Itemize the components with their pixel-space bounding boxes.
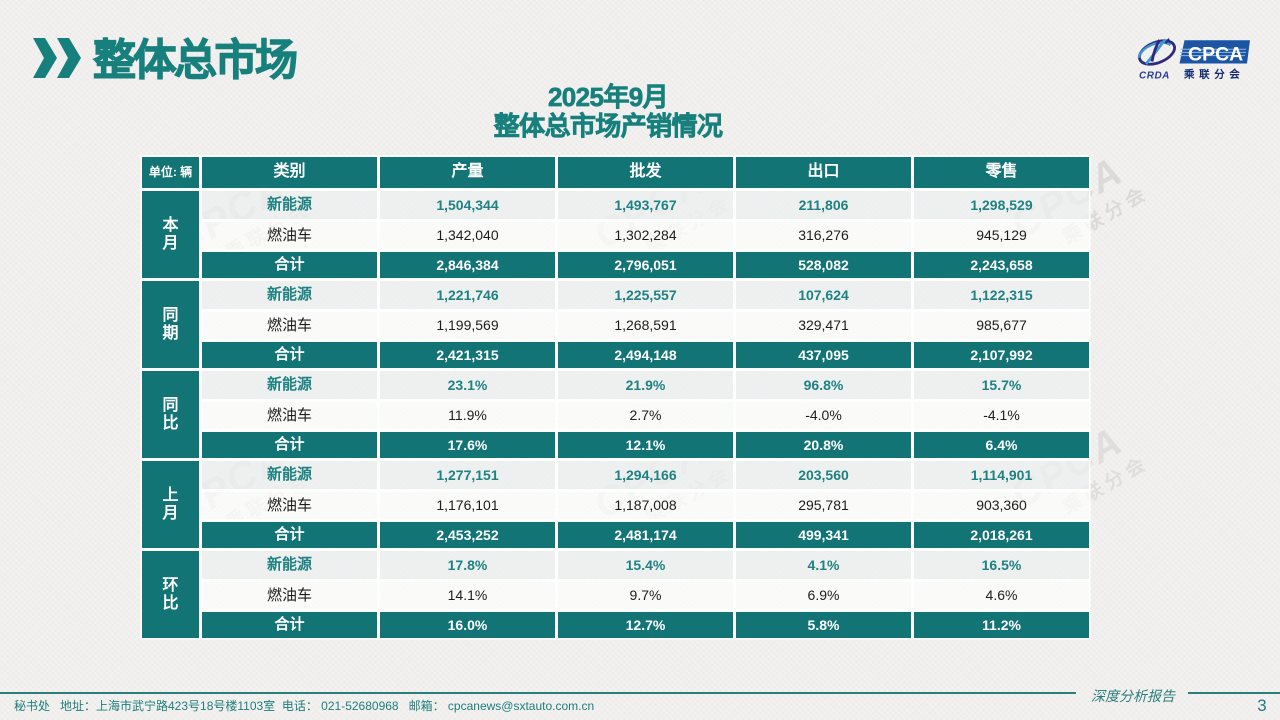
svg-text:乘联分会: 乘联分会: [1183, 68, 1244, 81]
svg-text:CRDA: CRDA: [1139, 71, 1170, 81]
svg-text:CPCA: CPCA: [1188, 44, 1243, 66]
